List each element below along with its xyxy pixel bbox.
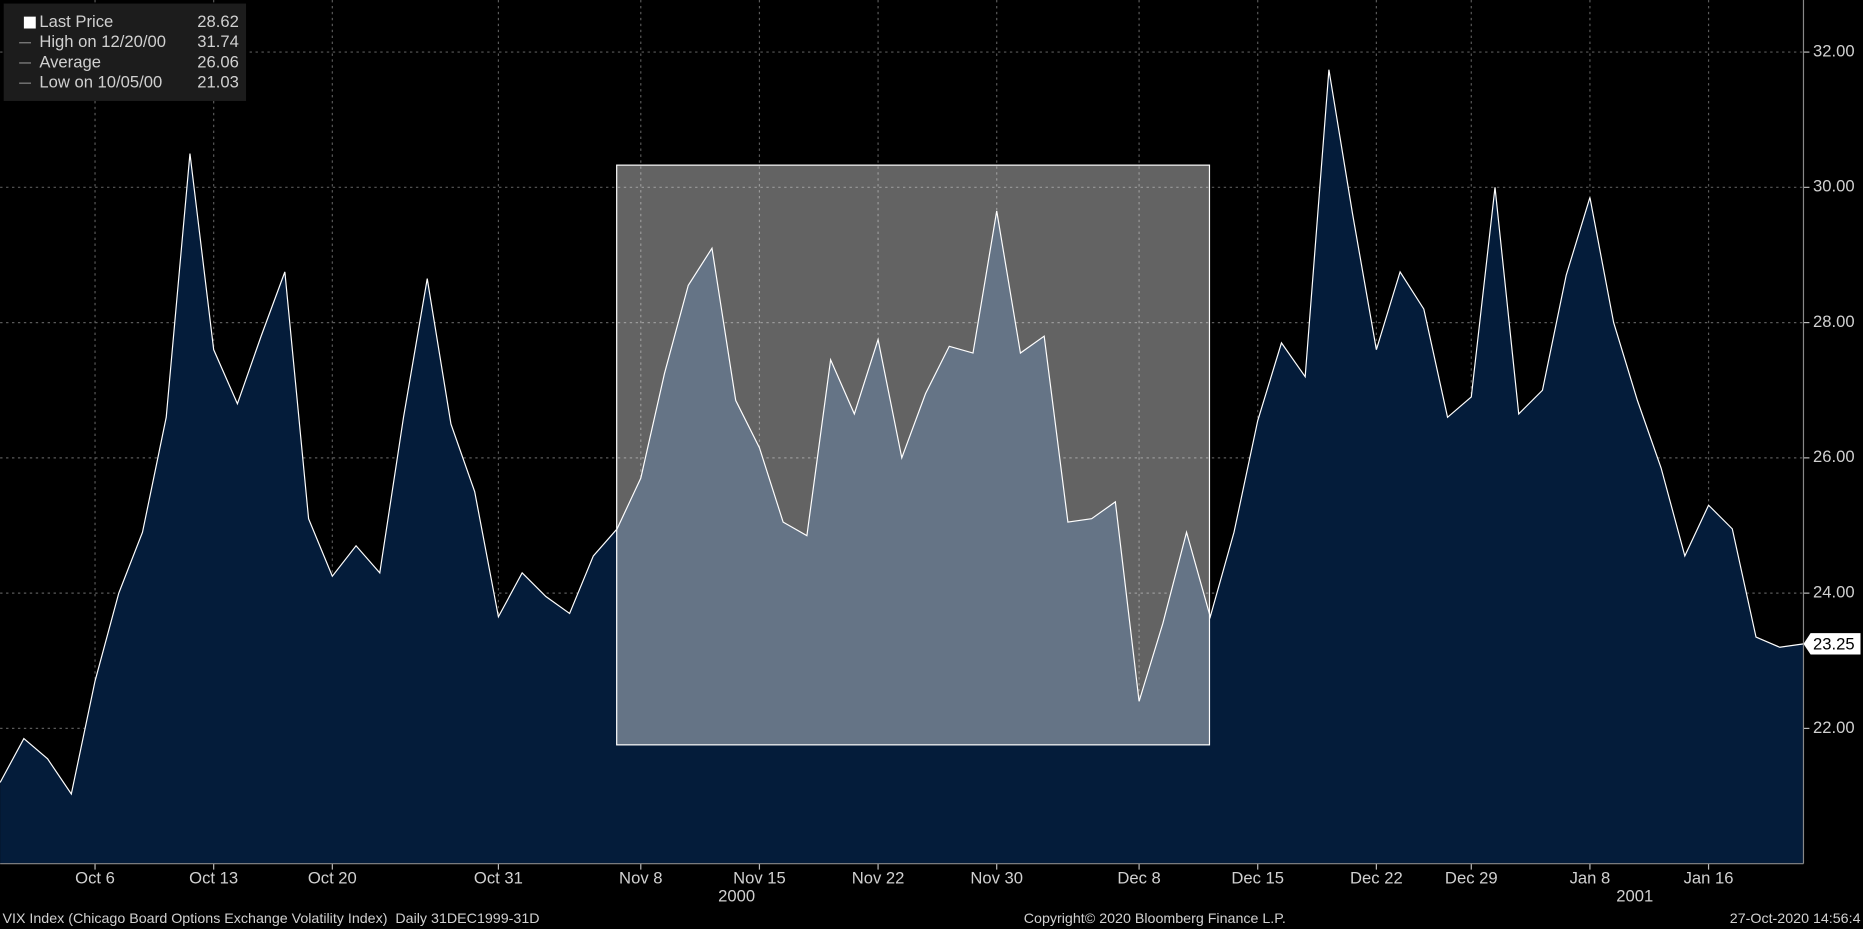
- y-tick-label: 30.00: [1813, 177, 1855, 196]
- legend-value: 28.62: [197, 12, 239, 31]
- y-tick-label: 24.00: [1813, 583, 1855, 602]
- x-tick-label: Nov 15: [733, 868, 786, 887]
- legend-label: Last Price: [39, 12, 113, 31]
- legend-swatch: [23, 16, 36, 29]
- legend-label: Low on 10/05/00: [39, 73, 162, 92]
- legend-value: 31.74: [197, 32, 239, 51]
- y-tick-label: 28.00: [1813, 312, 1855, 331]
- legend: Last Price 28.62 High on 12/20/00 31.74 Aver…: [3, 3, 247, 101]
- last-value-label: 23.25: [1813, 634, 1855, 653]
- x-group-label: 2000: [718, 886, 755, 905]
- x-tick-label: Oct 13: [189, 868, 238, 887]
- y-tick-label: 32.00: [1813, 41, 1855, 60]
- footer-right: 27-Oct-2020 14:56:4: [1730, 911, 1861, 927]
- x-tick-label: Dec 15: [1231, 868, 1284, 887]
- legend-value: 26.06: [197, 52, 239, 71]
- legend-value: 21.03: [197, 73, 239, 92]
- axes: 22.00 24.00 26.00 28.00 30.00 32.00 Oct 6 Oct 1…: [0, 0, 1861, 905]
- x-tick-label: Dec 29: [1445, 868, 1498, 887]
- x-tick-label: Oct 20: [308, 868, 357, 887]
- x-group-label: 2001: [1616, 886, 1653, 905]
- y-tick-label: 22.00: [1813, 718, 1855, 737]
- footer-left: VIX Index (Chicago Board Options Exchang…: [2, 911, 539, 927]
- x-tick-label: Dec 22: [1350, 868, 1403, 887]
- x-tick-label: Nov 8: [619, 868, 662, 887]
- line: [0, 69, 1804, 796]
- legend-label: Average: [39, 52, 101, 71]
- x-tick-label: Oct 6: [75, 868, 115, 887]
- legend-box: [3, 3, 247, 101]
- legend-label: High on 12/20/00: [39, 32, 166, 51]
- x-tick-label: Nov 30: [970, 868, 1023, 887]
- x-tick-label: Dec 8: [1117, 868, 1160, 887]
- area: [0, 69, 1804, 864]
- x-tick-label: Oct 31: [474, 868, 523, 887]
- x-tick-label: Nov 22: [852, 868, 905, 887]
- plot: [0, 69, 1804, 864]
- footer-center: Copyright© 2020 Bloomberg Finance L.P.: [1024, 911, 1286, 927]
- x-tick-label: Jan 16: [1684, 868, 1734, 887]
- selection-box: [616, 164, 1211, 746]
- last-value-tag: [1803, 633, 1861, 655]
- x-tick-label: Jan 8: [1570, 868, 1611, 887]
- y-tick-label: 26.00: [1813, 447, 1855, 466]
